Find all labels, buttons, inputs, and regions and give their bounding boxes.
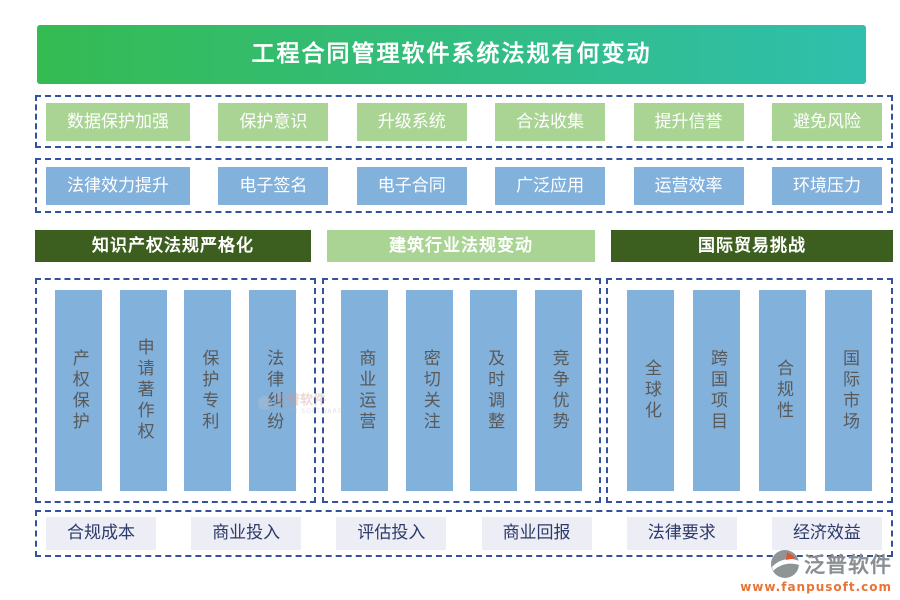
tag-reputation: 提升信誉: [633, 102, 744, 141]
bar-globalization: 全球化: [627, 290, 674, 491]
section-panel-construction-law: 商业运营 密切关注 及时调整 竞争优势: [322, 278, 601, 503]
tag-legal-collection: 合法收集: [495, 102, 606, 141]
section-header-international-trade: 国际贸易挑战: [611, 230, 893, 262]
fanpu-logo-icon: [771, 550, 799, 578]
tag-system-upgrade: 升级系统: [356, 102, 467, 141]
vendor-name: 泛普软件: [804, 553, 892, 577]
tag-e-signature: 电子签名: [218, 166, 329, 205]
tag-legal-effect: 法律效力提升: [46, 166, 190, 205]
bar-label: 及时调整: [484, 348, 505, 433]
bar-copyright-application: 申请著作权: [119, 290, 167, 491]
bar-label: 法律纠纷: [263, 348, 284, 433]
green-tags-row: 数据保护加强 保护意识 升级系统 合法收集 提升信誉 避免风险: [35, 95, 893, 148]
vendor-url: www.fanpusoft.com: [740, 580, 892, 594]
bar-label: 合规性: [773, 359, 793, 422]
section-panel-international-trade: 全球化 跨国项目 合规性 国际市场: [606, 278, 893, 503]
tag-data-protection: 数据保护加强: [46, 102, 190, 141]
tag-investment-evaluation: 评估投入: [336, 517, 447, 550]
bar-legal-dispute: 法律纠纷: [249, 290, 297, 491]
blue-tags-row: 法律效力提升 电子签名 电子合同 广泛应用 运营效率 环境压力: [35, 158, 893, 213]
tag-business-investment: 商业投入: [191, 517, 302, 550]
bar-label: 商业运营: [355, 348, 376, 433]
bar-label: 国际市场: [839, 348, 859, 433]
bar-compliance: 合规性: [759, 290, 806, 491]
bar-property-protection: 产权保护: [54, 290, 102, 491]
bar-label: 申请著作权: [133, 338, 154, 443]
bar-label: 保护专利: [198, 348, 219, 433]
bar-label: 产权保护: [68, 348, 89, 433]
section-panel-ip-law: 产权保护 申请著作权 保护专利 法律纠纷: [35, 278, 316, 503]
section-header-construction-law: 建筑行业法规变动: [327, 230, 595, 262]
bar-close-attention: 密切关注: [405, 290, 453, 491]
bar-patent-protection: 保护专利: [184, 290, 232, 491]
tag-legal-requirement: 法律要求: [626, 517, 737, 550]
tag-compliance-cost: 合规成本: [46, 517, 156, 550]
bar-timely-adjustment: 及时调整: [470, 290, 518, 491]
bar-business-operation: 商业运营: [341, 290, 389, 491]
tag-environment-pressure: 环境压力: [771, 166, 882, 205]
bar-transnational-project: 跨国项目: [693, 290, 740, 491]
bar-label: 跨国项目: [707, 348, 727, 433]
tag-operation-efficiency: 运营效率: [633, 166, 744, 205]
tag-risk-avoidance: 避免风险: [771, 102, 882, 141]
tag-e-contract: 电子合同: [356, 166, 467, 205]
bottom-tags-row: 合规成本 商业投入 评估投入 商业回报 法律要求 经济效益: [35, 510, 893, 557]
tag-economic-benefit: 经济效益: [771, 517, 882, 550]
section-header-ip-law: 知识产权法规严格化: [35, 230, 311, 262]
bar-label: 密切关注: [419, 348, 440, 433]
page-title: 工程合同管理软件系统法规有何变动: [37, 25, 866, 84]
bar-label: 全球化: [641, 359, 661, 422]
bar-international-market: 国际市场: [825, 290, 872, 491]
tag-wide-application: 广泛应用: [495, 166, 606, 205]
tag-protection-awareness: 保护意识: [218, 102, 329, 141]
vendor-logo: 泛普软件 www.fanpusoft.com: [740, 549, 892, 594]
bar-label: 竞争优势: [548, 348, 569, 433]
bar-competitive-advantage: 竞争优势: [534, 290, 582, 491]
tag-business-return: 商业回报: [481, 517, 592, 550]
